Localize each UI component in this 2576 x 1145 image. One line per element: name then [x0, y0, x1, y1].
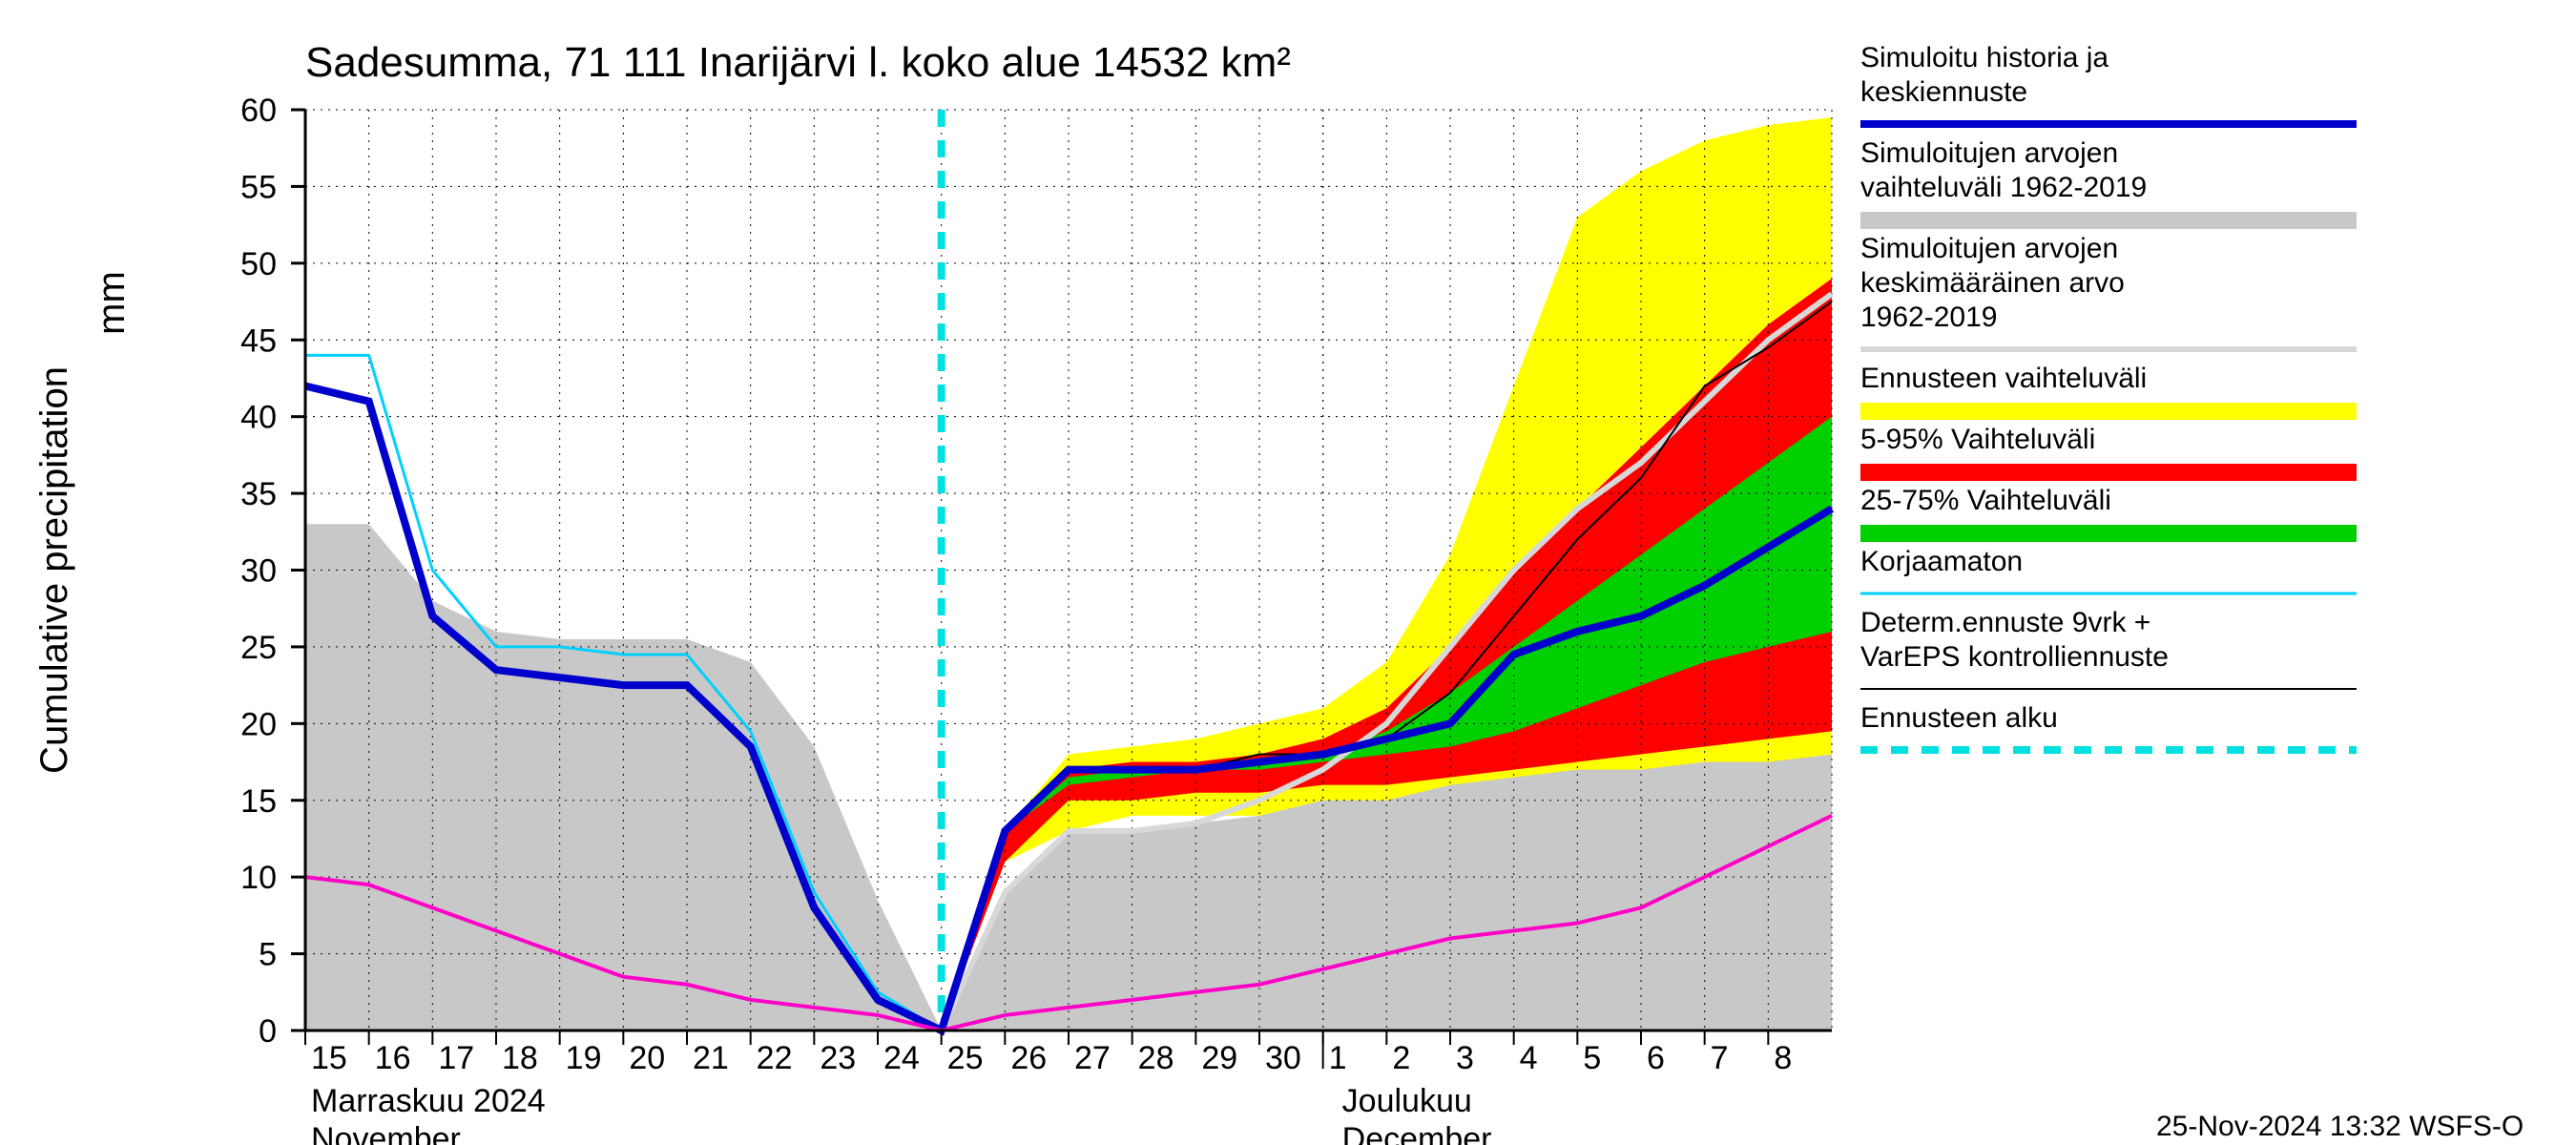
x-tick-label: 25: [947, 1040, 984, 1076]
y-axis-unit: mm: [91, 271, 133, 335]
legend-swatch: [1860, 464, 2357, 481]
y-tick-label: 15: [240, 783, 277, 820]
legend-label: vaihteluväli 1962-2019: [1860, 172, 2147, 203]
x-tick-label: 8: [1774, 1040, 1792, 1076]
chart-footer: 25-Nov-2024 13:32 WSFS-O: [2156, 1111, 2524, 1142]
month-label-en: December: [1342, 1121, 1492, 1145]
x-tick-label: 19: [566, 1040, 602, 1076]
x-tick-label: 26: [1010, 1040, 1047, 1076]
y-tick-label: 35: [240, 476, 277, 512]
month-label-fi: Marraskuu 2024: [311, 1083, 546, 1119]
x-tick-label: 2: [1392, 1040, 1410, 1076]
x-tick-label: 24: [883, 1040, 920, 1076]
legend-swatch: [1860, 525, 2357, 542]
x-tick-label: 30: [1265, 1040, 1301, 1076]
legend-swatch: [1860, 403, 2357, 420]
legend-label: Simuloitu historia ja: [1860, 42, 2109, 73]
y-tick-label: 45: [240, 323, 277, 359]
month-label-fi: Joulukuu: [1342, 1083, 1472, 1119]
x-tick-label: 20: [629, 1040, 665, 1076]
y-tick-label: 10: [240, 860, 277, 896]
legend-label: Simuloitujen arvojen: [1860, 137, 2118, 169]
x-tick-label: 21: [693, 1040, 729, 1076]
x-tick-label: 17: [438, 1040, 474, 1076]
legend-label: Determ.ennuste 9vrk +: [1860, 607, 2150, 638]
x-tick-label: 22: [757, 1040, 793, 1076]
x-tick-label: 6: [1647, 1040, 1665, 1076]
chart-title: Sadesumma, 71 111 Inarijärvi l. koko alu…: [305, 39, 1291, 86]
x-tick-label: 7: [1711, 1040, 1729, 1076]
x-tick-label: 23: [820, 1040, 856, 1076]
y-tick-label: 55: [240, 169, 277, 205]
x-tick-label: 27: [1074, 1040, 1111, 1076]
legend-label: Simuloitujen arvojen: [1860, 233, 2118, 264]
precipitation-chart: 0510152025303540455055601516171819202122…: [0, 0, 2576, 1145]
y-tick-label: 60: [240, 93, 277, 129]
x-tick-label: 5: [1583, 1040, 1601, 1076]
x-tick-label: 4: [1520, 1040, 1538, 1076]
legend-label: 1962-2019: [1860, 302, 1997, 333]
y-axis-label: Cumulative precipitation: [33, 366, 75, 774]
x-tick-label: 1: [1329, 1040, 1347, 1076]
x-tick-label: 29: [1201, 1040, 1237, 1076]
y-tick-label: 30: [240, 553, 277, 590]
legend-label: 5-95% Vaihteluväli: [1860, 424, 2095, 455]
x-tick-label: 18: [502, 1040, 538, 1076]
x-tick-label: 28: [1138, 1040, 1174, 1076]
legend-label: keskiennuste: [1860, 76, 2027, 108]
month-label-en: November: [311, 1121, 461, 1145]
legend-label: Korjaamaton: [1860, 546, 2023, 577]
x-tick-label: 3: [1456, 1040, 1474, 1076]
legend-label: Ennusteen vaihteluväli: [1860, 363, 2147, 394]
legend-label: Ennusteen alku: [1860, 702, 2058, 734]
y-tick-label: 20: [240, 706, 277, 742]
x-tick-label: 15: [311, 1040, 347, 1076]
y-tick-label: 25: [240, 630, 277, 666]
legend-label: keskimääräinen arvo: [1860, 267, 2125, 299]
y-tick-label: 0: [259, 1013, 277, 1050]
y-tick-label: 5: [259, 937, 277, 973]
y-tick-label: 50: [240, 246, 277, 282]
x-tick-label: 16: [375, 1040, 411, 1076]
y-tick-label: 40: [240, 400, 277, 436]
legend-swatch: [1860, 212, 2357, 229]
legend-label: VarEPS kontrolliennuste: [1860, 641, 2169, 673]
legend-label: 25-75% Vaihteluväli: [1860, 485, 2111, 516]
